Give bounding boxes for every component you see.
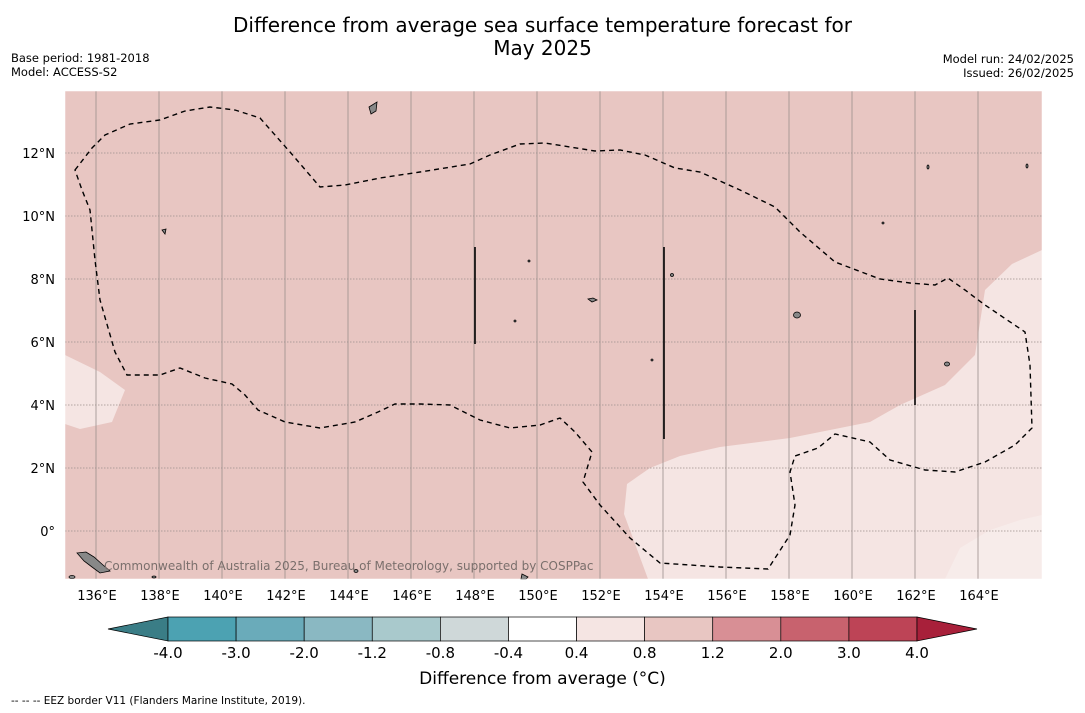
footnote: -- -- -- EEZ border V11 (Flanders Marine… xyxy=(11,695,306,707)
lon-label: 152°E xyxy=(581,589,621,604)
colorbar-tick-label: 4.0 xyxy=(905,644,929,662)
colorbar-segment xyxy=(644,616,714,642)
anomaly-region-low-west xyxy=(65,355,125,429)
lon-label: 154°E xyxy=(644,589,684,604)
base-period-text: Base period: 1981-2018 xyxy=(11,51,150,65)
colorbar-tick-label: 1.2 xyxy=(701,644,725,662)
lon-label: 146°E xyxy=(392,589,432,604)
issued-text: Issued: 26/02/2025 xyxy=(963,66,1074,80)
lat-label: 2°N xyxy=(31,462,56,477)
lon-label: 142°E xyxy=(266,589,306,604)
colorbar-segments xyxy=(107,616,978,642)
colorbar-tick-labels: -4.0 -3.0 -2.0 -1.2 -0.8 -0.4 0.4 0.8 1.2 2.0 3.0 4… xyxy=(153,644,929,662)
copyright-text: Commonwealth of Australia 2025, Bureau o… xyxy=(104,559,594,573)
colorbar-segment xyxy=(235,616,305,642)
colorbar-tick-label: -2.0 xyxy=(290,644,319,662)
x-axis-labels: 136°E 138°E 140°E 142°E 144°E 146°E 148°… xyxy=(77,589,999,604)
colorbar-segment xyxy=(440,616,509,642)
y-axis-labels: 12°N 10°N 8°N 6°N 4°N 2°N 0° xyxy=(22,147,55,540)
boundary-lines xyxy=(474,247,916,439)
anomaly-region-lower-southeast xyxy=(945,515,1042,579)
lon-label: 162°E xyxy=(896,589,936,604)
colorbar-tick-label: -4.0 xyxy=(153,644,182,662)
lon-label: 164°E xyxy=(959,589,999,604)
islands xyxy=(68,101,1029,580)
colorbar-tick-label: -0.8 xyxy=(426,644,455,662)
colorbar-segment xyxy=(780,616,850,642)
colorbar-tick-label: 0.8 xyxy=(633,644,657,662)
lon-label: 144°E xyxy=(329,589,369,604)
lon-label: 150°E xyxy=(518,589,558,604)
model-run-text: Model run: 24/02/2025 xyxy=(942,52,1074,66)
lat-label: 4°N xyxy=(31,399,56,414)
lon-label: 138°E xyxy=(140,589,180,604)
colorbar-tick-label: 3.0 xyxy=(837,644,861,662)
lon-label: 148°E xyxy=(455,589,495,604)
colorbar-tick-label: -0.4 xyxy=(494,644,523,662)
eez-border xyxy=(74,106,1033,570)
lat-label: 12°N xyxy=(22,147,55,162)
lat-label: 6°N xyxy=(31,336,56,351)
lat-label: 10°N xyxy=(22,210,55,225)
lon-label: 160°E xyxy=(833,589,873,604)
longitude-gridlines xyxy=(95,91,979,579)
lat-label: 8°N xyxy=(31,273,56,288)
colorbar-segment xyxy=(303,616,373,642)
colorbar-segment xyxy=(848,616,918,642)
lon-label: 136°E xyxy=(77,589,117,604)
colorbar-tick-label: 0.4 xyxy=(565,644,589,662)
lon-label: 158°E xyxy=(770,589,810,604)
lon-label: 156°E xyxy=(707,589,747,604)
colorbar-label: Difference from average (°C) xyxy=(419,669,666,689)
anomaly-region-low-southeast xyxy=(624,250,1042,579)
colorbar-segment xyxy=(576,616,645,642)
lon-label: 140°E xyxy=(203,589,243,604)
lat-label: 0° xyxy=(40,525,55,540)
colorbar-segment xyxy=(371,616,441,642)
meta-right: Model run: 24/02/2025 Issued: 26/02/2025 xyxy=(943,52,1074,80)
colorbar-tick-label: -1.2 xyxy=(358,644,387,662)
colorbar-tick-label: -3.0 xyxy=(221,644,250,662)
colorbar-extend-low xyxy=(107,616,169,642)
title-line-1: Difference from average sea surface temp… xyxy=(232,13,852,37)
map-frame xyxy=(64,90,1043,580)
model-text: Model: ACCESS-S2 xyxy=(11,65,118,79)
colorbar-segment xyxy=(712,616,782,642)
colorbar-extend-high xyxy=(916,616,978,642)
colorbar-tick-label: 2.0 xyxy=(769,644,793,662)
sst-anomaly-map: Commonwealth of Australia 2025, Bureau o… xyxy=(22,90,1043,604)
title-line-2: May 2025 xyxy=(493,36,592,60)
meta-left: Base period: 1981-2018 Model: ACCESS-S2 xyxy=(11,51,150,79)
map-title: Difference from average sea surface temp… xyxy=(0,14,1085,60)
colorbar-segment xyxy=(508,616,577,642)
colorbar-segment xyxy=(167,616,237,642)
